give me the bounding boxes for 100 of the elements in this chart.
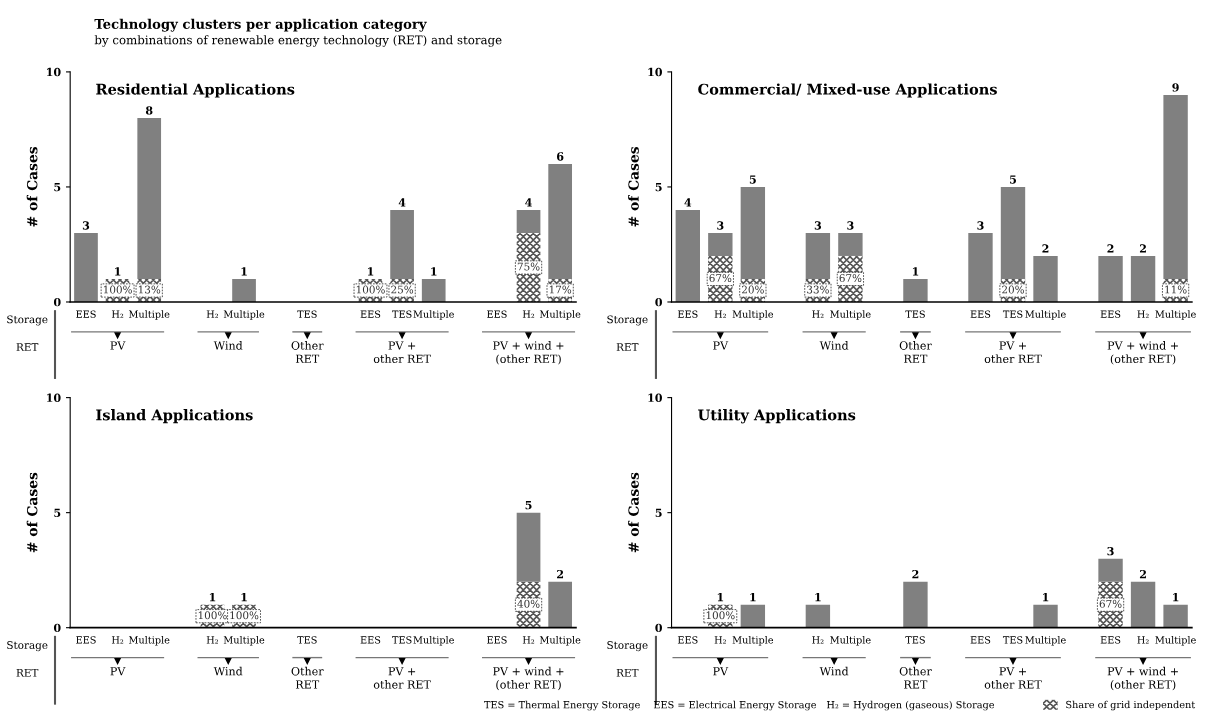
total-label: 2 [1139,569,1146,579]
text: RET [616,668,639,677]
text: Other RET [899,666,932,689]
bar [968,232,993,302]
bar [516,512,541,582]
total-label: 3 [717,221,724,230]
x-tick-label: Multiple [1155,310,1196,320]
text: PV + wind + (other RET) [493,666,564,691]
x-tick-label: Multiple [413,636,454,646]
total-label: 3 [847,221,854,230]
y-tick-label: 5 [54,508,61,518]
annotation: 100% [103,285,132,294]
total-label: 1 [431,267,437,276]
text: Wind [819,666,849,676]
bar [74,232,98,302]
bar [805,604,831,628]
text: PV + wind + (other RET) [1107,341,1178,365]
bar [137,117,162,279]
x-tick-label: H₂ [812,636,824,644]
annotation: 67% [709,274,732,282]
y-axis-title: # of Cases [26,146,38,227]
x-tick-label: TES [297,636,317,644]
x-tick-label: H₂ [111,310,124,318]
y-tick-label: 0 [53,623,61,633]
x-tick-label: TES [1002,310,1023,318]
y-axis-title: # of Cases [26,472,38,553]
total-label: 6 [556,152,564,161]
bar [1098,558,1123,582]
annotation: 67% [1099,599,1122,608]
x-tick-label: EES [360,310,381,318]
annotation: 100% [230,611,259,620]
annotation: 75% [517,262,540,271]
x-tick-label: TES [392,310,412,318]
y-tick-label: 0 [655,623,662,633]
x-tick-label: Multiple [413,310,454,320]
legend-label: Share of grid independent [1066,700,1196,711]
x-tick-label: EES [76,310,96,318]
text: PV [110,667,126,676]
text: PV + other RET [984,667,1042,689]
x-tick-label: Multiple [732,636,774,646]
total-label: 1 [815,592,821,602]
bar [421,278,446,302]
x-tick-label: TES [392,636,412,644]
bar [675,209,700,302]
y-tick-label: 0 [655,297,662,307]
annotation: 40% [517,599,540,608]
annotation: 20% [1002,285,1024,294]
bar [1000,186,1026,279]
x-tick-label: Multiple [830,310,871,320]
x-tick-label: H₂ [1137,636,1149,644]
total-label: 4 [525,198,532,207]
total-label: 1 [1173,592,1179,602]
x-tick-label: Multiple [1025,310,1066,320]
bar [740,186,766,279]
annotation: 100% [198,611,227,620]
bar [1163,94,1188,279]
text: by combinations of renewable energy technology (RET) and storage [94,35,502,47]
text: RET [616,343,639,351]
annotation: 67% [839,274,862,282]
total-label: 2 [1107,244,1114,253]
bar [805,232,831,279]
x-tick-label: EES [677,636,698,644]
y-tick-label: 5 [655,508,662,518]
x-tick-label: Multiple [223,636,265,646]
text: Storage [607,315,648,326]
y-tick-label: 10 [47,67,61,77]
x-tick-label: EES [487,310,507,318]
text: PV [110,341,126,350]
y-tick-label: 5 [54,183,61,192]
total-label: 3 [977,221,984,230]
text: EES = Electrical Energy Storage [653,700,817,711]
x-tick-label: H₂ [714,310,726,318]
text: Storage [607,641,648,652]
text: PV + wind + (other RET) [1107,666,1178,691]
x-tick-label: H₂ [812,310,824,318]
x-tick-label: EES [1100,636,1121,644]
total-label: 3 [814,221,822,230]
y-tick-label: 10 [648,67,662,77]
total-label: 5 [749,175,756,184]
total-label: 4 [684,198,692,207]
x-tick-label: EES [677,310,698,318]
text: TES = Thermal Energy Storage [484,700,640,711]
bar [903,581,928,628]
bar [1033,255,1058,302]
total-label: 1 [750,592,756,602]
annotation: 33% [807,285,829,294]
x-tick-label: EES [76,636,96,644]
bar [1163,604,1188,628]
x-tick-label: H₂ [522,636,535,644]
total-label: 2 [912,569,919,579]
x-tick-label: TES [905,310,925,318]
text: Storage [7,315,48,326]
y-tick-label: 10 [47,393,61,402]
text: PV [713,341,729,350]
x-tick-label: TES [1002,636,1023,644]
total-label: 1 [241,592,247,602]
bar [516,209,541,233]
total-label: 3 [1107,546,1114,556]
text: PV + other RET [984,341,1042,363]
annotation: 13% [138,285,161,294]
